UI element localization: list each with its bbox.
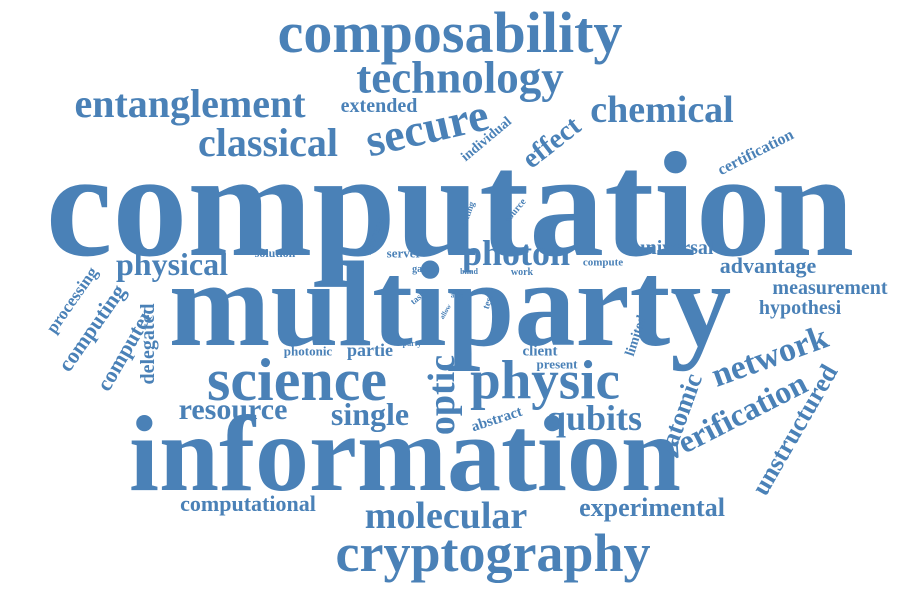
word-client: client: [522, 343, 558, 360]
word-computational: computational: [180, 491, 316, 516]
word-photon: photon: [461, 233, 571, 273]
word-compute: compute: [582, 256, 624, 269]
word-server: server: [386, 245, 422, 261]
word-optic: optic: [421, 354, 463, 436]
word-information: information: [129, 395, 681, 514]
word-present: present: [536, 356, 578, 372]
word-molecular: molecular: [364, 495, 528, 537]
word-technology: technology: [356, 52, 564, 103]
word-party: party: [402, 339, 422, 348]
word-work: work: [510, 267, 534, 278]
word-solution: solution: [254, 246, 296, 260]
word-universal: universal: [634, 237, 714, 259]
word-composability: composability: [277, 0, 623, 65]
word-able: able: [450, 291, 464, 300]
word-physic: physic: [470, 349, 620, 411]
word-resource: resource: [178, 393, 288, 426]
word-computation: computation: [45, 122, 855, 288]
word-advantage: advantage: [719, 253, 817, 278]
word-physical: physical: [115, 246, 229, 282]
word-multiparty: multiparty: [168, 237, 732, 372]
word-classical: classical: [198, 120, 338, 165]
word-measurement: measurement: [772, 277, 888, 299]
word-partie: partie: [347, 340, 393, 360]
word-qubits: qubits: [545, 398, 643, 438]
word-cryptography: cryptography: [335, 523, 651, 583]
word-entanglement: entanglement: [74, 81, 306, 126]
word-chemical: chemical: [590, 89, 734, 131]
word-photonic: photonic: [283, 343, 333, 359]
word-extended: extended: [340, 95, 418, 117]
word-hypothesi: hypothesi: [758, 297, 842, 319]
word-delegated: delegated: [137, 303, 159, 385]
word-science: science: [207, 347, 387, 413]
word-gate: gate: [412, 264, 430, 275]
word-blind: blind: [460, 267, 478, 276]
word-single: single: [330, 396, 410, 432]
word-experimental: experimental: [579, 493, 725, 522]
